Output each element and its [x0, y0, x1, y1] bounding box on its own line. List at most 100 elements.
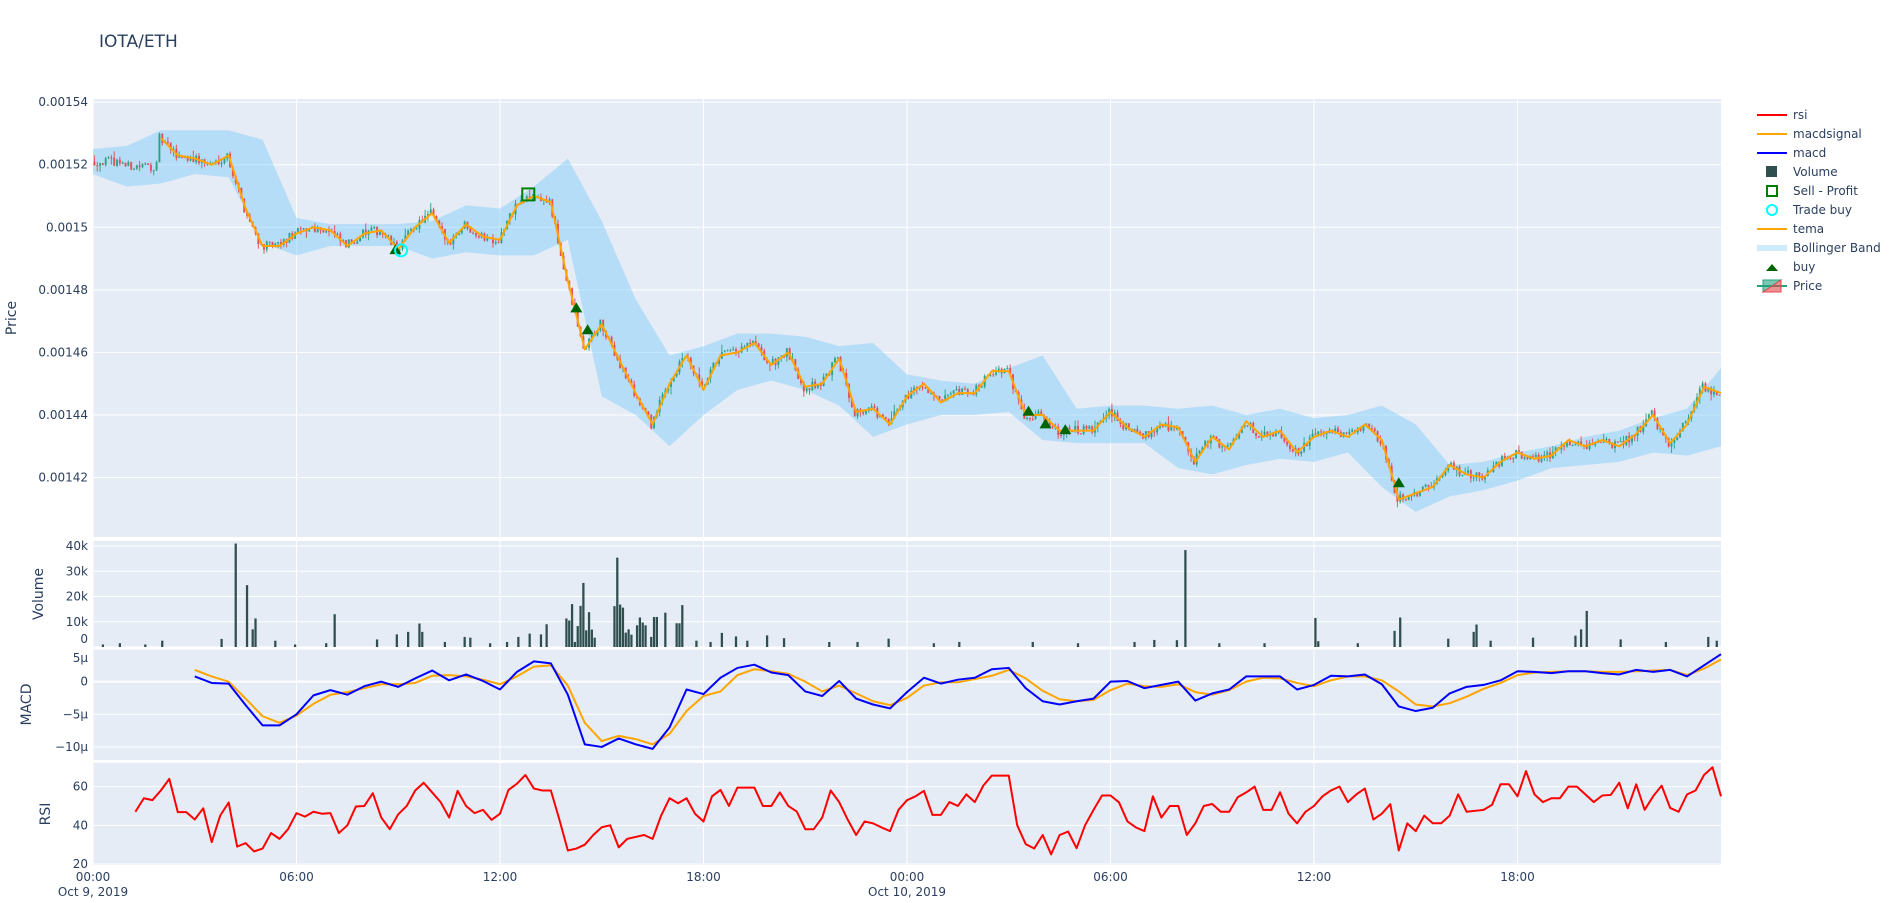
candle-body — [141, 164, 144, 168]
price-y-tick-label: 0.00142 — [38, 471, 88, 485]
volume-bar — [709, 641, 712, 647]
macd-y-tick-label: 0 — [80, 675, 88, 689]
candle-body — [435, 215, 438, 221]
volume-y-tick-label: 40k — [66, 539, 88, 553]
volume-bar — [652, 616, 656, 647]
volume-bar — [585, 630, 588, 647]
candle-body — [192, 157, 195, 163]
volume-axis-title: Volume — [31, 568, 47, 620]
candle-body — [1085, 426, 1088, 429]
candle-body — [1523, 457, 1526, 459]
candle-body — [441, 226, 444, 229]
volume-bar — [1184, 550, 1187, 647]
volume-bar — [570, 604, 574, 647]
buy-marker — [1039, 418, 1052, 429]
x-tick-label: 18:00 — [686, 870, 721, 884]
volume-bar — [1133, 641, 1136, 647]
rsi-y-tick-label: 60 — [73, 780, 88, 794]
candle-body — [938, 395, 941, 400]
volume-bar — [1489, 640, 1492, 647]
legend-item-macdsignal[interactable]: macdsignal — [1755, 124, 1881, 143]
candle-body — [347, 239, 350, 248]
candle-body — [766, 360, 769, 363]
candle-body — [1345, 432, 1348, 434]
candle-body — [1554, 447, 1557, 452]
candle-body — [1450, 462, 1453, 465]
macd-y-tick-label: −10µ — [55, 740, 88, 754]
candle-body — [429, 209, 432, 215]
legend-label: macdsignal — [1793, 126, 1862, 141]
legend-item-rsi[interactable]: rsi — [1755, 105, 1881, 124]
volume-bar — [1031, 641, 1034, 647]
candle-body — [93, 161, 96, 166]
legend-item-price[interactable]: Price — [1755, 276, 1881, 295]
candle-body — [1619, 441, 1622, 443]
volume-bar — [664, 612, 667, 647]
volume-bar — [1399, 617, 1402, 647]
candle-body — [1266, 431, 1269, 436]
candle-body — [610, 336, 613, 346]
legend-item-macd[interactable]: macd — [1755, 143, 1881, 162]
rsi-y-tick-label: 20 — [73, 857, 88, 871]
candle-body — [508, 213, 511, 221]
volume-bar — [539, 634, 543, 647]
volume-bar — [765, 635, 769, 647]
candle-body — [972, 394, 975, 396]
candle-body — [452, 236, 455, 245]
candle-body — [132, 168, 135, 170]
candle-body — [1568, 441, 1571, 446]
candle-body — [924, 387, 927, 389]
legend-item-trade-buy[interactable]: Trade buy — [1755, 200, 1881, 219]
candle-body — [474, 233, 477, 236]
candle-body — [955, 388, 958, 391]
candle-body — [1362, 426, 1365, 431]
square-open-icon — [1755, 181, 1789, 200]
candle-body — [1280, 431, 1283, 438]
candle-body — [1153, 431, 1156, 433]
volume-bar — [220, 638, 223, 647]
legend-item-volume[interactable]: Volume — [1755, 162, 1881, 181]
candle-body — [1495, 461, 1498, 466]
candle-body — [1229, 443, 1232, 446]
candle-body — [1246, 425, 1249, 427]
candle-body — [534, 197, 537, 199]
volume-bar — [418, 623, 421, 647]
volume-bar — [958, 641, 961, 647]
legend-item-bollinger-band[interactable]: Bollinger Band — [1755, 238, 1881, 257]
candle-body — [1565, 441, 1568, 447]
candle-body — [783, 356, 786, 358]
price-y-tick-label: 0.00146 — [38, 345, 88, 359]
volume-bar — [1263, 643, 1266, 647]
candle-body — [1712, 391, 1715, 395]
volume-bar — [1153, 639, 1156, 647]
candle-body — [884, 416, 887, 419]
candle-body — [223, 158, 226, 164]
x-tick-date-label: Oct 10, 2019 — [868, 885, 946, 899]
candle-body — [1526, 457, 1529, 460]
candle-body — [494, 242, 497, 244]
candle-body — [1009, 367, 1012, 375]
legend-item-buy[interactable]: buy — [1755, 257, 1881, 276]
legend-item-sell-profit[interactable]: Sell - Profit — [1755, 181, 1881, 200]
candle-body — [1653, 410, 1656, 419]
legend-label: tema — [1793, 221, 1825, 236]
volume-y-tick-label: 10k — [66, 615, 88, 629]
price-axis-title: Price — [4, 301, 20, 335]
candle-body — [590, 334, 593, 339]
candle-body — [1512, 457, 1515, 459]
volume-bar — [630, 634, 633, 647]
candle-body — [907, 395, 910, 399]
candle-body — [910, 390, 913, 399]
price-y-tick-label: 0.00154 — [38, 95, 88, 109]
candle-body — [1150, 431, 1153, 438]
triangle-up-icon — [1755, 257, 1789, 276]
candle-body — [378, 231, 381, 236]
candle-body — [1427, 484, 1430, 487]
candle-body — [1444, 470, 1447, 475]
candle-body — [1546, 452, 1549, 455]
volume-bar — [644, 625, 647, 647]
legend-item-tema[interactable]: tema — [1755, 219, 1881, 238]
candle-body — [373, 227, 376, 229]
candle-body — [316, 227, 319, 233]
candle-body — [1611, 442, 1614, 449]
